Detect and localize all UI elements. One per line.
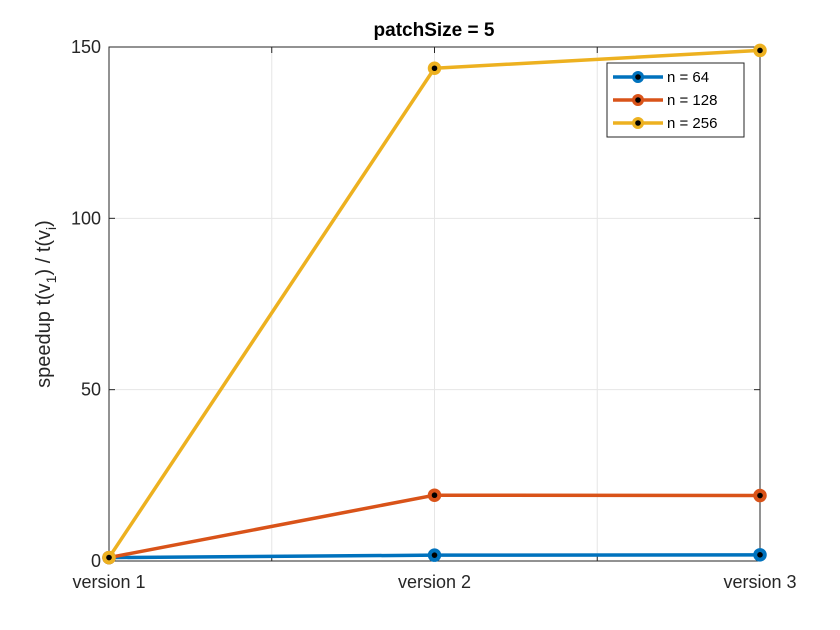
- data-point-center: [431, 492, 438, 499]
- chart-title: patchSize = 5: [374, 20, 495, 41]
- data-point-center: [431, 65, 438, 72]
- y-label-prefix: speedup t(v: [33, 283, 55, 388]
- series-3: [102, 43, 767, 565]
- legend: n = 64 n = 128 n = 256: [606, 62, 745, 138]
- legend-label: n = 64: [667, 69, 709, 86]
- data-point-center: [106, 554, 112, 561]
- x-tick-label: version 2: [398, 572, 471, 592]
- x-tick-labels: version 1 version 2 version 3: [72, 572, 796, 592]
- y-label-sub2: i: [43, 227, 59, 230]
- legend-label: n = 128: [667, 92, 717, 109]
- series-layer: [102, 43, 767, 565]
- legend-marker-center: [635, 97, 641, 103]
- data-point-center: [431, 552, 438, 558]
- legend-marker-center: [635, 74, 641, 80]
- x-tick-label: version 1: [72, 572, 145, 592]
- y-axis-label: speedup t(v1) / t(vi): [33, 220, 59, 388]
- y-label-sub1: 1: [43, 275, 59, 283]
- legend-label: n = 256: [667, 115, 717, 132]
- y-tick-label: 100: [71, 208, 101, 228]
- y-tick-label: 0: [91, 551, 101, 571]
- y-tick-labels: 0 50 100 150: [71, 37, 101, 571]
- data-point-center: [757, 552, 763, 558]
- y-label-suffix: ): [33, 220, 55, 227]
- y-tick-label: 150: [71, 37, 101, 57]
- x-tick-label: version 3: [723, 572, 796, 592]
- y-tick-label: 50: [81, 380, 101, 400]
- data-point-center: [757, 47, 763, 54]
- legend-marker-center: [635, 120, 641, 126]
- y-label-middle: ) / t(v: [33, 230, 55, 276]
- data-point-center: [757, 492, 763, 499]
